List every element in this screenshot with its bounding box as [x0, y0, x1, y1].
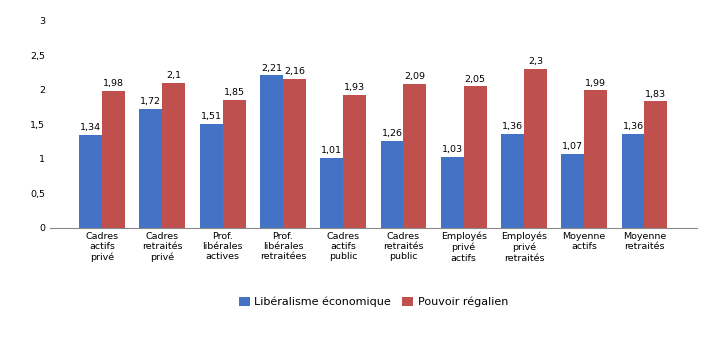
- Text: 2,3: 2,3: [528, 57, 543, 66]
- Text: 1,83: 1,83: [646, 90, 666, 99]
- Text: 2,16: 2,16: [284, 67, 305, 76]
- Bar: [621, 134, 644, 228]
- Text: 1,98: 1,98: [103, 79, 124, 89]
- Bar: [441, 156, 464, 228]
- Text: 2,1: 2,1: [166, 71, 181, 80]
- Text: 1,85: 1,85: [223, 88, 245, 97]
- Bar: [584, 90, 607, 228]
- Bar: [524, 69, 547, 228]
- Bar: [380, 141, 403, 228]
- Bar: [501, 134, 524, 228]
- Text: 1,36: 1,36: [502, 122, 523, 131]
- Text: 1,72: 1,72: [140, 97, 161, 106]
- Bar: [162, 83, 186, 228]
- Text: 2,05: 2,05: [464, 75, 486, 84]
- Legend: Libéralisme économique, Pouvoir régalien: Libéralisme économique, Pouvoir régalien: [234, 292, 513, 312]
- Text: 2,09: 2,09: [405, 72, 425, 81]
- Text: 1,01: 1,01: [321, 146, 342, 155]
- Text: 1,07: 1,07: [562, 142, 583, 151]
- Bar: [343, 94, 366, 228]
- Bar: [139, 109, 162, 228]
- Text: 1,93: 1,93: [344, 83, 365, 92]
- Bar: [403, 84, 427, 228]
- Bar: [102, 91, 125, 228]
- Text: 1,51: 1,51: [201, 112, 222, 121]
- Text: 1,34: 1,34: [80, 124, 101, 132]
- Text: 1,36: 1,36: [622, 122, 643, 131]
- Bar: [79, 135, 102, 228]
- Bar: [283, 79, 306, 228]
- Bar: [260, 75, 283, 228]
- Text: 1,99: 1,99: [585, 79, 606, 88]
- Bar: [561, 154, 584, 228]
- Bar: [464, 86, 486, 228]
- Bar: [223, 100, 245, 228]
- Bar: [644, 102, 668, 228]
- Text: 1,03: 1,03: [442, 145, 463, 154]
- Bar: [320, 158, 343, 228]
- Bar: [200, 124, 223, 228]
- Text: 1,26: 1,26: [382, 129, 402, 138]
- Text: 2,21: 2,21: [261, 64, 282, 72]
